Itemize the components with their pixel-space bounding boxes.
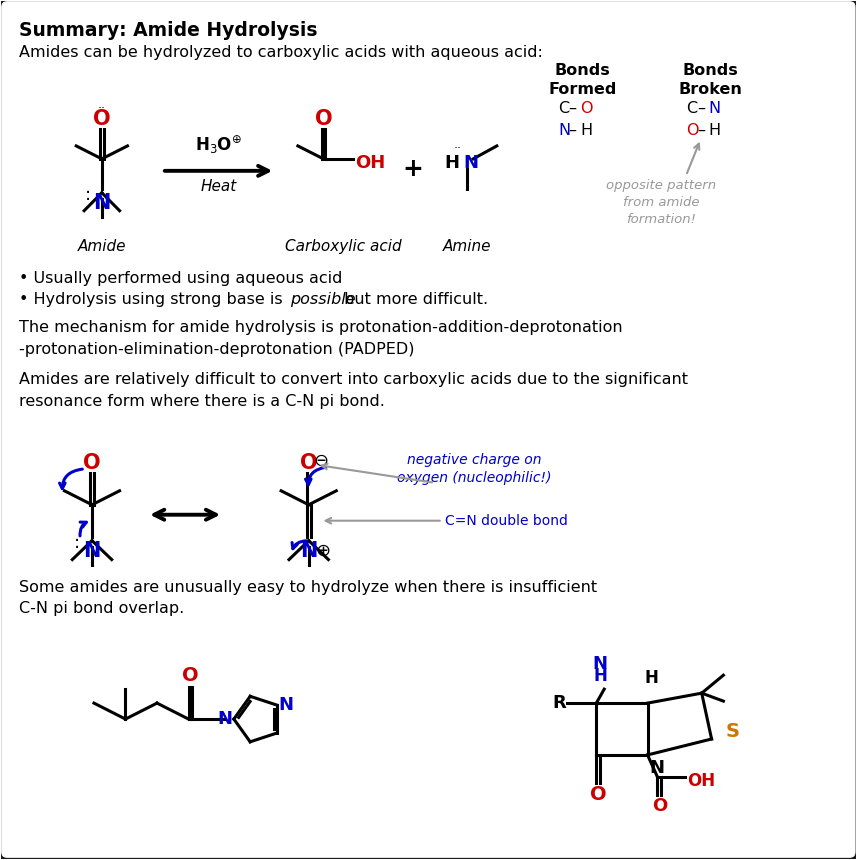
Text: C=N double bond: C=N double bond [444, 513, 568, 528]
Text: –: – [569, 123, 576, 138]
Text: O: O [590, 785, 607, 804]
Text: N: N [83, 541, 101, 561]
Text: O: O [182, 666, 199, 685]
Text: ⊖: ⊖ [313, 452, 328, 470]
Text: but more difficult.: but more difficult. [339, 292, 489, 307]
Text: :: : [85, 186, 91, 204]
Text: Amides are relatively difficult to convert into carboxylic acids due to the sign: Amides are relatively difficult to conve… [19, 372, 688, 387]
Text: N: N [558, 123, 570, 138]
Text: C-N pi bond overlap.: C-N pi bond overlap. [19, 601, 184, 617]
Text: O: O [652, 797, 667, 814]
Text: Summary: Amide Hydrolysis: Summary: Amide Hydrolysis [19, 22, 318, 40]
Text: Amides can be hydrolyzed to carboxylic acids with aqueous acid:: Amides can be hydrolyzed to carboxylic a… [19, 46, 543, 60]
Text: N: N [464, 154, 478, 172]
Text: –: – [697, 123, 705, 138]
Text: • Usually performed using aqueous acid: • Usually performed using aqueous acid [19, 271, 343, 286]
Text: O: O [315, 109, 332, 129]
Text: O: O [686, 123, 699, 138]
Text: ··: ·· [98, 102, 106, 115]
Text: Some amides are unusually easy to hydrolyze when there is insufficient: Some amides are unusually easy to hydrol… [19, 580, 597, 594]
Text: N: N [93, 193, 110, 212]
Text: N: N [649, 759, 665, 777]
Text: O: O [93, 109, 111, 129]
Text: ··: ·· [453, 143, 462, 156]
Text: Bonds
Formed: Bonds Formed [549, 63, 617, 97]
Text: The mechanism for amide hydrolysis is protonation-addition-deprotonation: The mechanism for amide hydrolysis is pr… [19, 321, 622, 335]
Text: OH: OH [687, 772, 715, 789]
Text: OH: OH [355, 154, 385, 172]
Text: Heat: Heat [201, 179, 237, 194]
Text: Bonds
Broken: Bonds Broken [679, 63, 742, 97]
Text: +: + [403, 157, 424, 181]
Text: resonance form where there is a C-N pi bond.: resonance form where there is a C-N pi b… [19, 394, 385, 409]
Text: R: R [552, 694, 566, 712]
Text: opposite pattern
from amide
formation!: opposite pattern from amide formation! [606, 179, 716, 226]
Text: • Hydrolysis using strong base is: • Hydrolysis using strong base is [19, 292, 288, 307]
Text: N: N [300, 541, 318, 561]
Text: N: N [593, 655, 608, 673]
Text: H: H [708, 123, 720, 138]
Text: :: : [74, 534, 81, 551]
Text: H: H [594, 667, 608, 685]
Text: negative charge on
oxygen (nucleophilic!): negative charge on oxygen (nucleophilic!… [397, 453, 551, 485]
Text: –: – [569, 101, 576, 116]
Text: C: C [686, 101, 697, 116]
Text: O: O [83, 453, 101, 473]
Text: ⊕: ⊕ [315, 542, 330, 560]
Text: N: N [708, 101, 720, 116]
Text: Carboxylic acid: Carboxylic acid [285, 238, 402, 254]
Text: possible: possible [290, 292, 356, 307]
Text: O: O [299, 453, 318, 473]
Text: H$_3$O$^{\oplus}$: H$_3$O$^{\oplus}$ [195, 135, 242, 157]
Text: H: H [444, 154, 459, 172]
Text: H: H [581, 123, 593, 138]
Text: N: N [217, 710, 232, 728]
Text: Amine: Amine [443, 238, 491, 254]
Text: -protonation-elimination-deprotonation (PADPED): -protonation-elimination-deprotonation (… [19, 342, 415, 357]
Text: –: – [697, 101, 705, 116]
Text: S: S [726, 722, 740, 740]
Text: N: N [279, 696, 293, 714]
Text: Amide: Amide [77, 238, 126, 254]
Text: O: O [581, 101, 593, 116]
Text: C: C [558, 101, 569, 116]
Text: H: H [645, 669, 659, 687]
